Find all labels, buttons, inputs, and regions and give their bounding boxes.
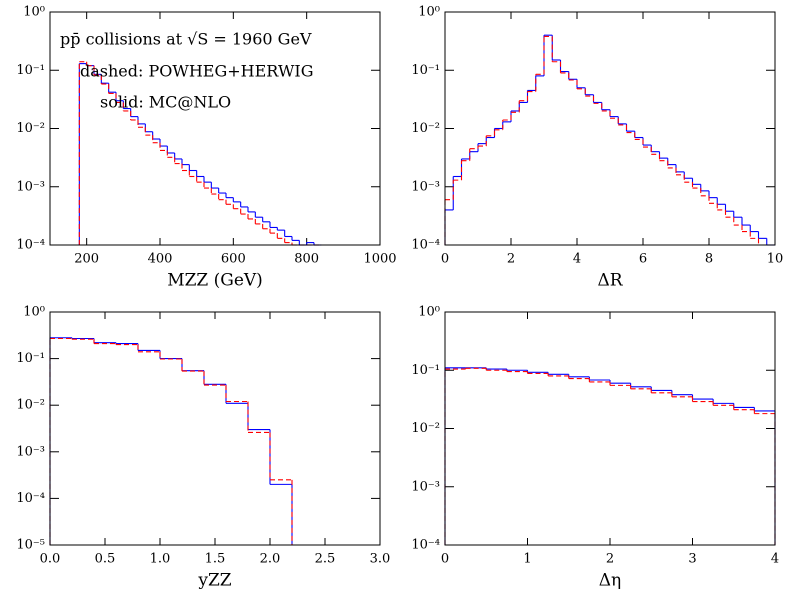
y-tick-label: 10⁻⁴ <box>16 491 45 506</box>
x-axis-label: yZZ <box>197 571 231 591</box>
y-tick-label: 10⁻³ <box>16 444 45 459</box>
x-tick-label: 10 <box>767 252 784 267</box>
x-axis-label: Δη <box>599 571 621 591</box>
y-tick-label: 10⁻¹ <box>411 363 440 378</box>
y-tick-label: 10⁻² <box>411 421 440 436</box>
x-axis-label: ΔR <box>597 271 623 291</box>
y-tick-label: 10⁻³ <box>411 179 440 194</box>
x-tick-label: 800 <box>294 252 319 267</box>
y-tick-label: 10⁻⁴ <box>16 238 45 253</box>
x-axis-label: MZZ (GeV) <box>167 271 263 291</box>
x-tick-label: 2 <box>507 252 515 267</box>
x-tick-label: 2 <box>606 552 614 567</box>
plot-frame <box>444 11 776 246</box>
x-tick-label: 0.5 <box>95 552 116 567</box>
y-tick-label: 10⁰ <box>23 305 45 320</box>
annotation: pp̄ collisions at √S = 1960 GeV <box>60 30 312 49</box>
y-tick-label: 10⁻¹ <box>411 63 440 78</box>
y-tick-label: 10⁻¹ <box>16 351 45 366</box>
x-tick-label: 1.5 <box>205 552 226 567</box>
x-tick-label: 4 <box>573 252 581 267</box>
y-tick-label: 10⁻⁵ <box>16 538 45 553</box>
y-tick-label: 10⁻² <box>16 398 45 413</box>
y-tick-label: 10⁻² <box>411 121 440 136</box>
y-tick-label: 10⁻³ <box>411 479 440 494</box>
x-tick-label: 8 <box>705 252 713 267</box>
x-tick-label: 6 <box>639 252 647 267</box>
y-tick-label: 10⁰ <box>418 305 440 320</box>
plot-frame <box>49 311 381 546</box>
x-tick-label: 200 <box>74 252 99 267</box>
y-tick-label: 10⁻⁴ <box>411 538 440 553</box>
x-tick-label: 2.0 <box>260 552 281 567</box>
x-tick-label: 0 <box>441 552 449 567</box>
x-tick-label: 2.5 <box>315 552 336 567</box>
y-tick-label: 10⁻¹ <box>16 63 45 78</box>
x-tick-label: 0 <box>441 252 449 267</box>
y-tick-label: 10⁻³ <box>16 179 45 194</box>
y-tick-label: 10⁰ <box>418 5 440 20</box>
x-tick-label: 1 <box>523 552 531 567</box>
plot-frame <box>444 311 776 546</box>
x-tick-label: 600 <box>221 252 246 267</box>
x-tick-label: 1000 <box>363 252 396 267</box>
y-tick-label: 10⁻² <box>16 121 45 136</box>
annotation: dashed: POWHEG+HERWIG <box>80 62 314 81</box>
x-tick-label: 3 <box>688 552 696 567</box>
x-tick-label: 400 <box>148 252 173 267</box>
x-tick-label: 4 <box>771 552 779 567</box>
x-tick-label: 0.0 <box>40 552 61 567</box>
x-tick-label: 3.0 <box>370 552 391 567</box>
plot-frame <box>49 11 381 246</box>
y-tick-label: 10⁻⁴ <box>411 238 440 253</box>
x-tick-label: 1.0 <box>150 552 171 567</box>
y-tick-label: 10⁰ <box>23 5 45 20</box>
annotation: solid: MC@NLO <box>100 93 231 112</box>
